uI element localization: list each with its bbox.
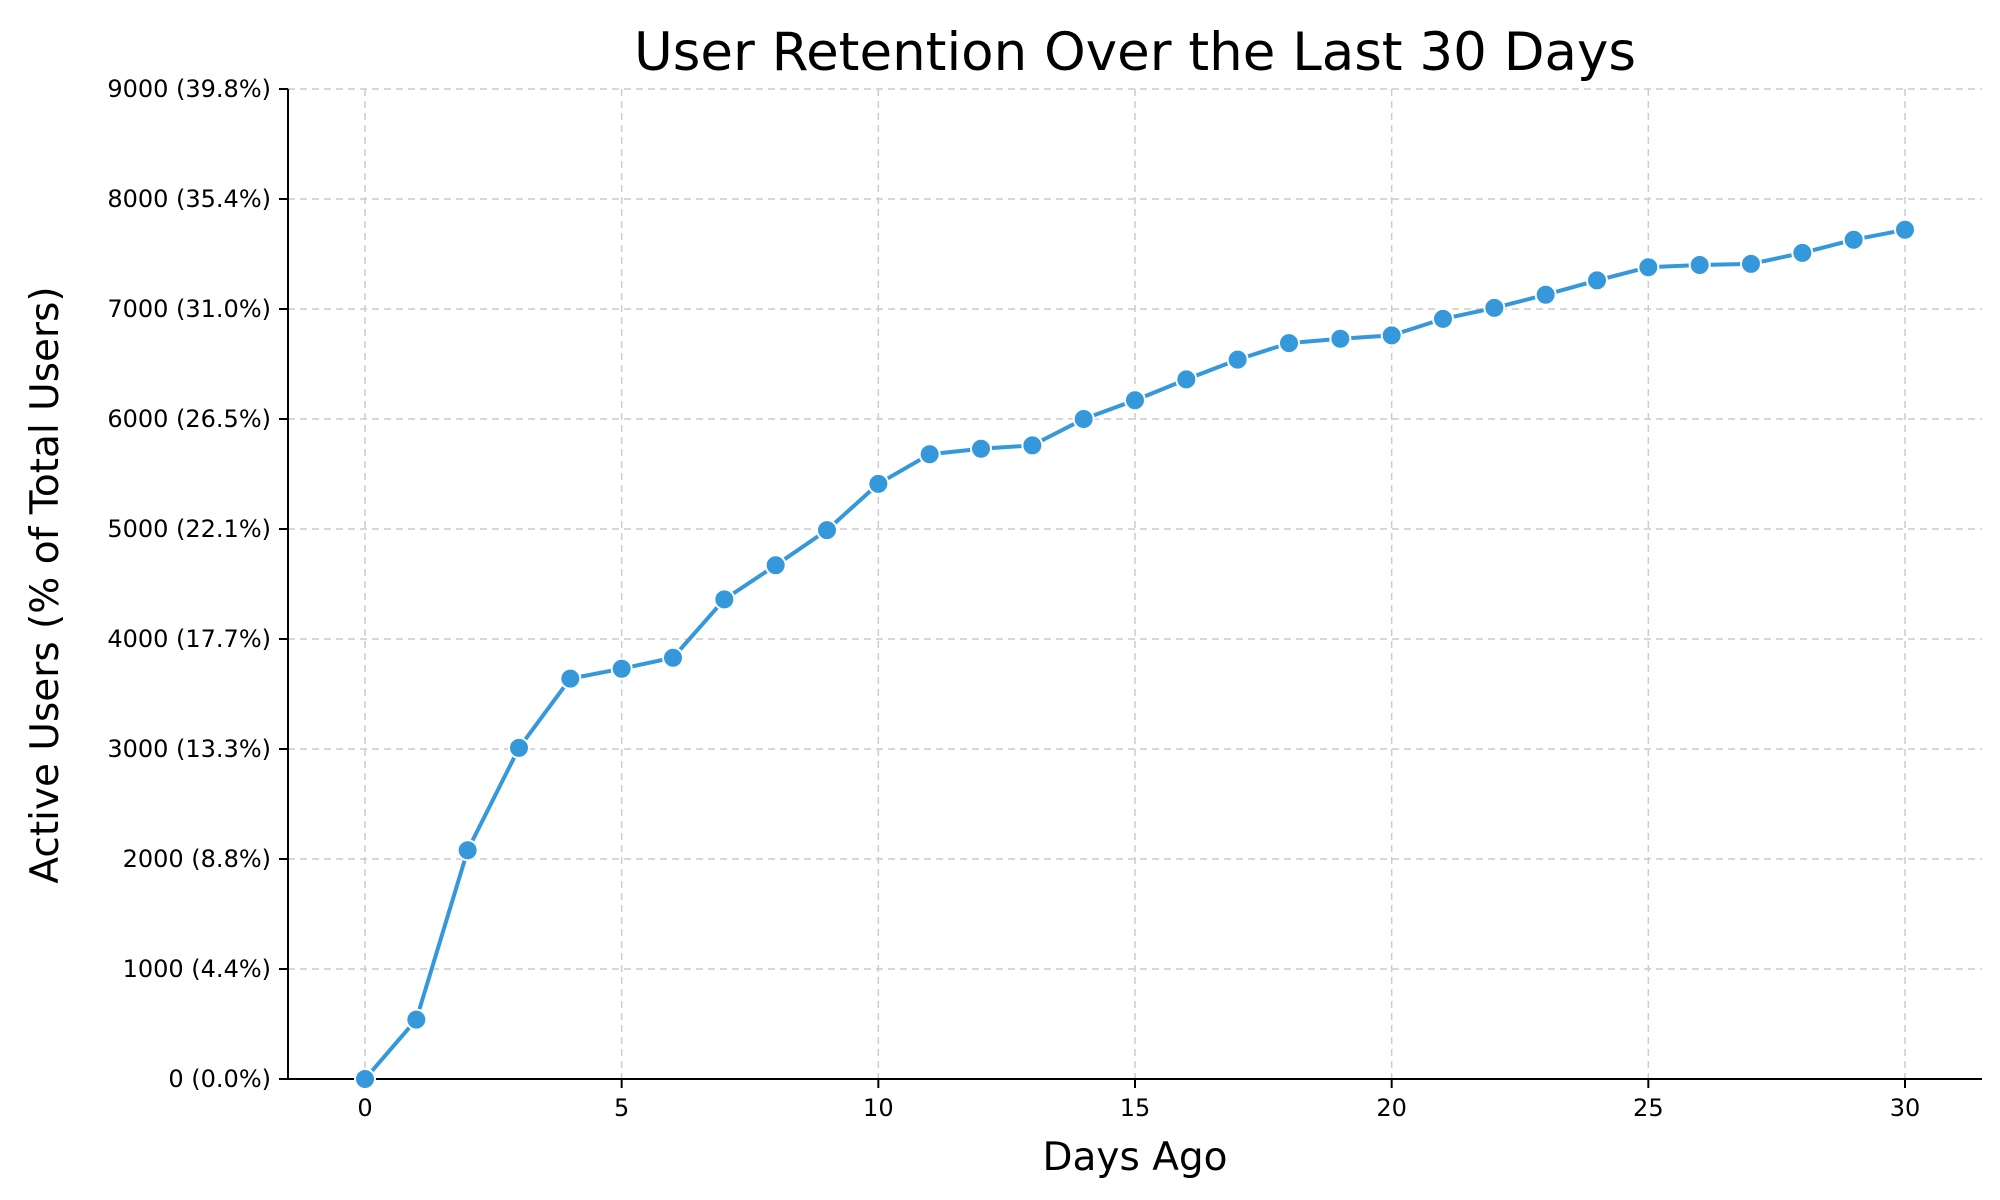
y-tick-label: 0 (0.0%) <box>168 1065 271 1093</box>
data-point <box>816 519 838 542</box>
data-point <box>1072 408 1095 430</box>
data-point <box>1124 389 1146 412</box>
y-tick-label: 2000 (8.8%) <box>123 845 271 873</box>
x-tick-label: 5 <box>614 1094 629 1122</box>
data-point <box>1021 434 1044 457</box>
y-tick-label: 4000 (17.7%) <box>107 625 271 653</box>
y-tick-label: 3000 (13.3%) <box>107 735 271 763</box>
x-tick-label: 15 <box>1120 1094 1151 1122</box>
data-point <box>508 736 530 759</box>
x-axis-label: Days Ago <box>1042 1135 1227 1180</box>
y-axis-label: Active Users (% of Total Users) <box>23 286 68 883</box>
y-tick-label: 7000 (31.0%) <box>107 295 271 323</box>
data-point <box>867 472 890 495</box>
axes: 0 (0.0%) 1000 (4.4%) 2000 (8.8%) 3000 (13.3… <box>107 75 1982 1122</box>
data-point <box>1534 283 1557 306</box>
y-tick-label: 1000 (4.4%) <box>123 955 271 983</box>
data-point <box>764 554 787 577</box>
y-tick-label: 8000 (35.4%) <box>107 185 271 213</box>
data-point <box>1226 348 1249 371</box>
y-tick-label: 6000 (26.5%) <box>107 405 271 433</box>
data-point <box>970 437 992 460</box>
data-point <box>354 1068 376 1090</box>
x-tick-label: 0 <box>357 1094 372 1122</box>
data-point <box>1688 254 1711 276</box>
data-point <box>1842 228 1865 251</box>
data-point <box>1740 252 1762 275</box>
data-point <box>1483 296 1506 319</box>
chart-title: User Retention Over the Last 30 Days <box>634 22 1636 83</box>
y-tick-label: 9000 (39.8%) <box>107 75 271 103</box>
data-point <box>918 443 941 466</box>
data-point <box>1894 218 1916 241</box>
data-point <box>1432 307 1454 330</box>
data-point <box>405 1008 428 1031</box>
data-point <box>1791 241 1814 264</box>
data-point <box>1329 327 1352 350</box>
data-point <box>456 839 479 862</box>
data-point <box>1637 256 1660 279</box>
data-point <box>1175 368 1198 391</box>
x-tick-label: 25 <box>1633 1094 1664 1122</box>
grid <box>288 88 1982 1080</box>
data-point <box>1586 269 1608 292</box>
series <box>354 218 1916 1090</box>
x-tick-label: 30 <box>1890 1094 1921 1122</box>
data-point <box>1380 324 1403 347</box>
data-point <box>713 588 736 611</box>
data-point <box>610 657 633 680</box>
y-tick-label: 5000 (22.1%) <box>107 515 271 543</box>
x-tick-label: 20 <box>1376 1094 1407 1122</box>
data-point <box>559 667 582 690</box>
data-point <box>1278 332 1300 355</box>
x-tick-label: 10 <box>863 1094 894 1122</box>
data-point <box>662 646 684 669</box>
